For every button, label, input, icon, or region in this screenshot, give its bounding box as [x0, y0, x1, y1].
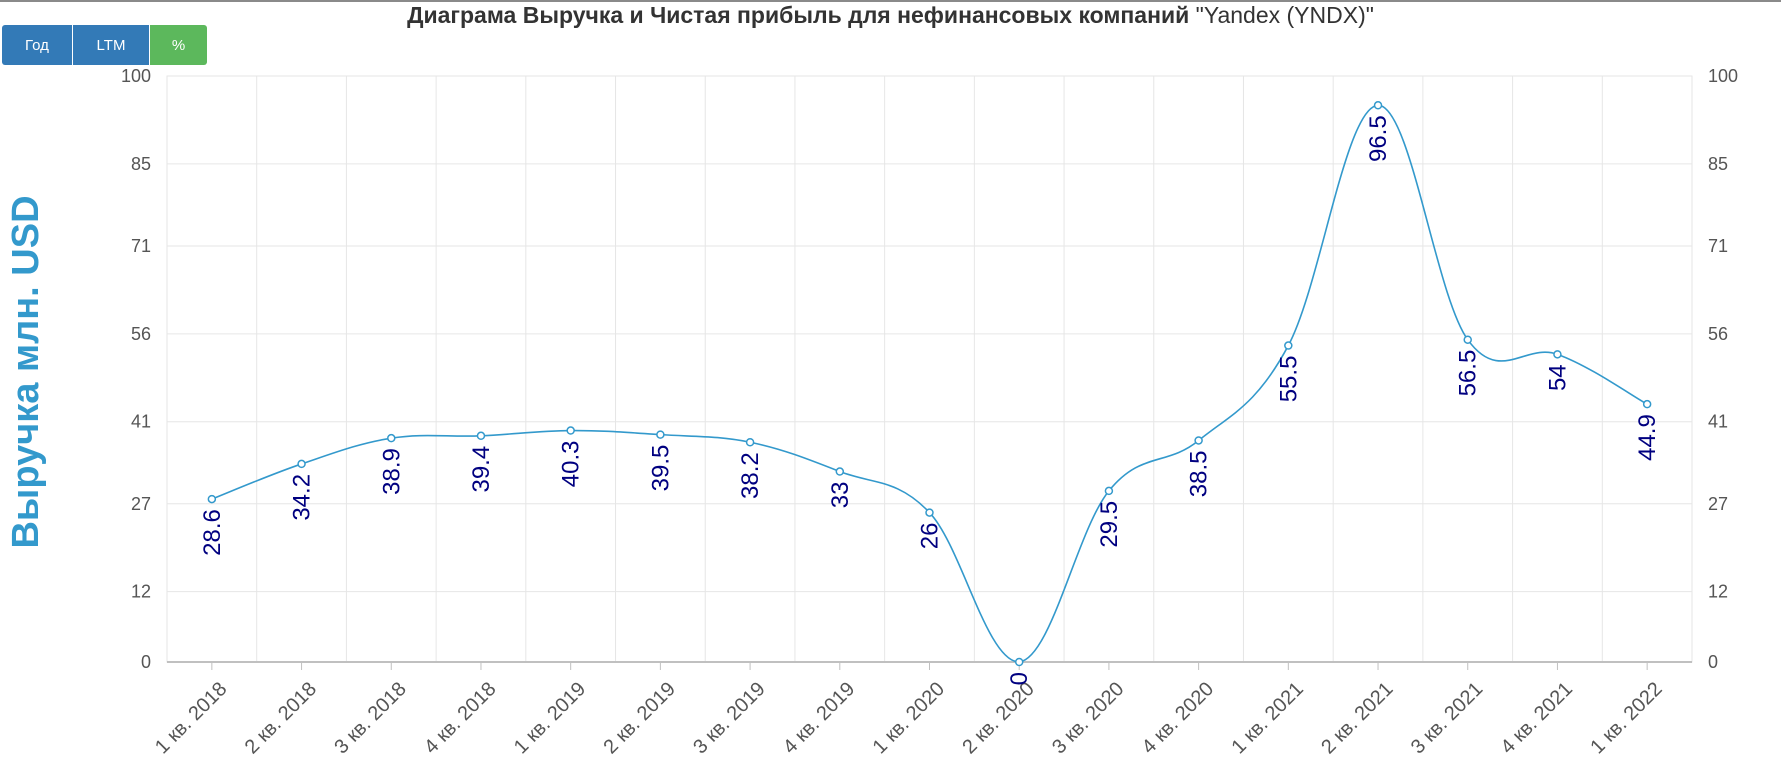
- x-tick-label: 3 кв. 2019: [689, 678, 769, 758]
- data-labels: 28.6 34.2 38.9 39.4 40.3 39.5 38.2 33 26 0 29.5 38.…: [199, 115, 1661, 685]
- chart-title-main: Диаграма Выручка и Чистая прибыль для не…: [407, 2, 1190, 28]
- data-label: 33: [827, 482, 854, 509]
- y-tick-label-left: 12: [131, 582, 151, 602]
- data-point: [297, 459, 306, 469]
- y-tick-label-right: 100: [1708, 66, 1738, 86]
- chart-title: Диаграма Выручка и Чистая прибыль для не…: [0, 2, 1781, 29]
- y-tick-label-left: 100: [121, 66, 151, 86]
- x-tick-label: 4 кв. 2020: [1138, 678, 1218, 758]
- data-label: 44.9: [1634, 414, 1661, 461]
- x-tick-label: 3 кв. 2020: [1048, 678, 1128, 758]
- data-label: 26: [917, 523, 944, 550]
- data-label: 40.3: [558, 441, 585, 488]
- axes: 0 0 12 12 27 27 41 41 56 56 71 71 85 85 100 100 1 кв. 20…: [121, 66, 1738, 758]
- data-point: [476, 431, 486, 441]
- series-line: [211, 104, 1648, 663]
- data-label: 96.5: [1365, 115, 1392, 162]
- year-button[interactable]: Год: [2, 25, 72, 65]
- y-tick-label-left: 71: [131, 236, 151, 256]
- data-label: 54: [1544, 364, 1571, 391]
- data-label: 39.4: [468, 446, 495, 493]
- top-rule: [0, 0, 1781, 2]
- y-tick-label-left: 85: [131, 154, 151, 174]
- data-point: [1553, 350, 1562, 359]
- data-point: [1194, 436, 1203, 445]
- x-tick-label: 4 кв. 2021: [1497, 678, 1577, 758]
- data-point: [745, 438, 755, 447]
- y-tick-label-right: 12: [1708, 582, 1728, 602]
- y-tick-label-left: 41: [131, 412, 151, 432]
- x-tick-label: 3 кв. 2018: [330, 678, 410, 758]
- y-tick-label-right: 41: [1708, 412, 1728, 432]
- x-tick-label: 1 кв. 2019: [510, 678, 590, 758]
- x-tick-label: 4 кв. 2018: [420, 678, 500, 758]
- grid: [166, 75, 1693, 663]
- y-tick-label-right: 85: [1708, 154, 1728, 174]
- x-tick-label: 2 кв. 2021: [1317, 678, 1397, 758]
- y-tick-label-right: 0: [1708, 652, 1718, 672]
- ltm-button[interactable]: LTM: [73, 25, 149, 65]
- data-label: 55.5: [1275, 356, 1302, 403]
- data-point: [566, 426, 575, 435]
- y-tick-label-right: 27: [1708, 494, 1728, 514]
- data-label: 38.2: [737, 452, 764, 499]
- series: [207, 101, 1652, 667]
- y-tick-label-right: 71: [1708, 236, 1728, 256]
- y-tick-label-left: 27: [131, 494, 151, 514]
- y-tick-label-left: 0: [141, 652, 151, 672]
- data-point: [1373, 101, 1383, 110]
- data-label: 28.6: [199, 509, 226, 556]
- data-label: 0: [1006, 672, 1033, 685]
- data-point: [835, 467, 845, 476]
- data-point: [1284, 341, 1293, 350]
- x-tick-label: 2 кв. 2018: [241, 678, 321, 758]
- data-label: 56.5: [1455, 350, 1482, 397]
- data-point: [1104, 486, 1114, 496]
- x-tick-label: 1 кв. 2022: [1586, 678, 1666, 758]
- x-tick-label: 4 кв. 2019: [779, 678, 859, 758]
- data-point: [1014, 657, 1024, 667]
- data-point: [1642, 399, 1652, 409]
- data-label: 39.5: [647, 445, 674, 492]
- data-point: [1463, 335, 1472, 344]
- x-tick-label: 1 кв. 2020: [869, 678, 949, 758]
- data-label: 38.5: [1186, 450, 1213, 497]
- data-point: [925, 508, 934, 517]
- percent-button[interactable]: %: [150, 25, 207, 65]
- period-toggle-group: Год LTM %: [2, 25, 208, 65]
- data-label: 29.5: [1096, 501, 1123, 548]
- x-tick-label: 1 кв. 2021: [1227, 678, 1307, 758]
- data-point: [656, 430, 665, 439]
- data-point: [207, 494, 217, 504]
- x-tick-label: 3 кв. 2021: [1407, 678, 1487, 758]
- x-tick-label: 2 кв. 2020: [958, 678, 1038, 758]
- x-tick-label: 1 кв. 2018: [151, 678, 231, 758]
- x-tick-label: 2 кв. 2019: [600, 678, 680, 758]
- data-label: 34.2: [289, 474, 316, 521]
- data-point: [387, 433, 396, 443]
- y-tick-label-right: 56: [1708, 324, 1728, 344]
- chart-title-ticker: "Yandex (YNDX)": [1195, 2, 1374, 28]
- y-tick-label-left: 56: [131, 324, 151, 344]
- y-axis-title: Выручка млн. USD: [5, 195, 47, 548]
- data-label: 38.9: [378, 448, 405, 495]
